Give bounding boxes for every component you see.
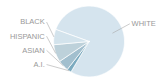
svg-text:BLACK: BLACK (20, 17, 45, 26)
svg-text:HISPANIC: HISPANIC (10, 32, 45, 41)
svg-text:A.I.: A.I. (34, 60, 45, 69)
svg-text:WHITE: WHITE (132, 19, 156, 28)
svg-text:ASIAN: ASIAN (22, 46, 45, 55)
